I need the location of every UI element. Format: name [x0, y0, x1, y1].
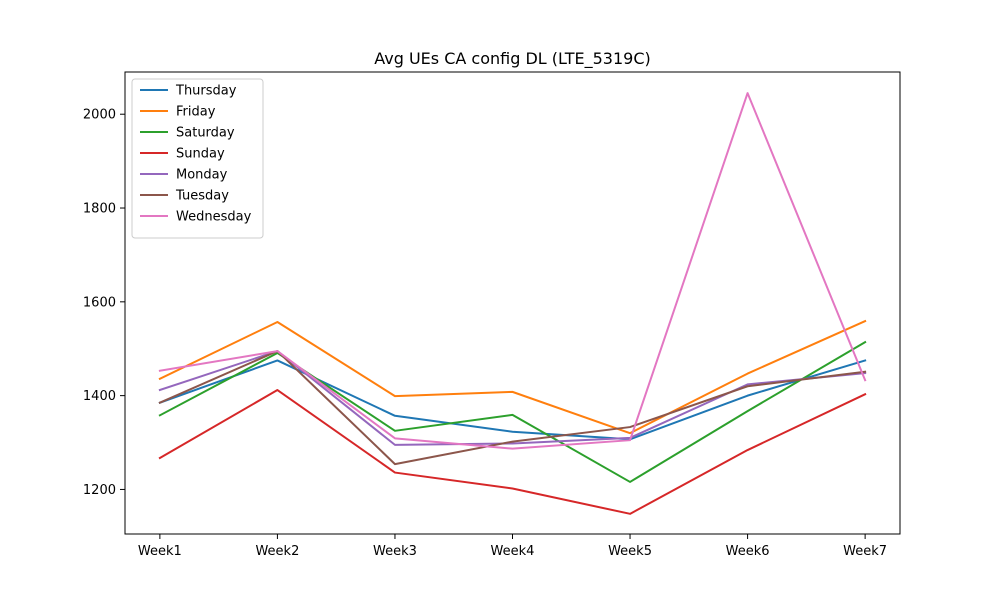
- y-tick-label: 1800: [83, 202, 116, 217]
- x-tick-label: Week2: [255, 544, 299, 559]
- legend: Thursday Friday Saturday Sunday Monday Tuesda…: [131, 78, 264, 239]
- chart-title: Avg UEs CA config DL (LTE_5319C): [374, 49, 651, 69]
- legend-label-tuesday: Tuesday: [175, 189, 229, 204]
- legend-label-friday: Friday: [176, 105, 216, 120]
- y-tick-label: 2000: [83, 108, 116, 123]
- legend-box: [131, 78, 264, 239]
- x-tick-label: Week3: [373, 544, 417, 559]
- x-tick-label: Week1: [138, 544, 182, 559]
- x-tick-label: Week7: [843, 544, 887, 559]
- y-tick-label: 1400: [83, 389, 116, 404]
- plot-area: [158, 92, 867, 515]
- x-tick-label: Week4: [491, 544, 535, 559]
- series-line-saturday: [158, 340, 867, 483]
- legend-label-thursday: Thursday: [175, 84, 237, 99]
- legend-label-wednesday: Wednesday: [176, 210, 252, 225]
- x-tick-label: Week6: [726, 544, 770, 559]
- series-line-friday: [158, 319, 867, 435]
- x-tick-label: Week5: [608, 544, 652, 559]
- y-tick-label: 1600: [83, 295, 116, 310]
- axes: Week1 Week2 Week3 Week4 Week5 Week6 Week7 1200 1…: [83, 71, 901, 559]
- series-line-wednesday: [158, 92, 867, 450]
- legend-label-monday: Monday: [176, 168, 228, 183]
- legend-label-sunday: Sunday: [176, 147, 225, 162]
- legend-label-saturday: Saturday: [176, 126, 235, 141]
- series-line-thursday: [158, 359, 867, 441]
- series-line-sunday: [158, 389, 867, 515]
- y-tick-label: 1200: [83, 483, 116, 498]
